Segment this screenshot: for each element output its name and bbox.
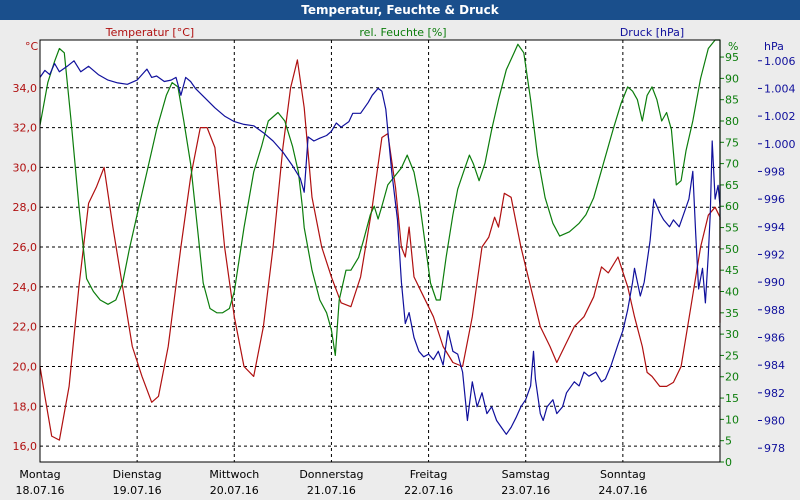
humidity-tick-label: 10 bbox=[725, 413, 739, 426]
humidity-axis-unit: % bbox=[728, 40, 738, 53]
temp-tick-label: 18,0 bbox=[13, 400, 38, 413]
humidity-tick-label: 40 bbox=[725, 285, 739, 298]
date-label: 18.07.16 bbox=[16, 484, 65, 497]
humidity-tick-label: 60 bbox=[725, 200, 739, 213]
chart-title: Temperatur, Feuchte & Druck bbox=[301, 3, 499, 17]
humidity-line bbox=[39, 39, 721, 356]
temp-tick-label: 32,0 bbox=[13, 122, 38, 135]
temp-axis-unit: °C bbox=[25, 40, 39, 53]
day-label: Donnerstag bbox=[299, 468, 363, 481]
legend-pressure: Druck [hPa] bbox=[620, 26, 684, 39]
humidity-tick-label: 50 bbox=[725, 243, 739, 256]
temp-tick-label: 34,0 bbox=[13, 82, 38, 95]
humidity-tick-label: 5 bbox=[725, 435, 732, 448]
plot-frame bbox=[39, 39, 721, 463]
pressure-tick-label: 1.000 bbox=[764, 138, 796, 151]
humidity-tick-label: 80 bbox=[725, 115, 739, 128]
date-label: 19.07.16 bbox=[113, 484, 162, 497]
humidity-tick-label: 90 bbox=[725, 72, 739, 85]
pressure-tick-label: 984 bbox=[764, 359, 785, 372]
humidity-tick-label: 45 bbox=[725, 264, 739, 277]
humidity-tick-label: 20 bbox=[725, 371, 739, 384]
day-label: Sonntag bbox=[600, 468, 646, 481]
pressure-line bbox=[39, 60, 721, 435]
date-label: 24.07.16 bbox=[598, 484, 647, 497]
humidity-tick-label: 15 bbox=[725, 392, 739, 405]
day-label: Mittwoch bbox=[209, 468, 259, 481]
pressure-tick-label: 1.002 bbox=[764, 110, 796, 123]
humidity-tick-label: 30 bbox=[725, 328, 739, 341]
date-label: 22.07.16 bbox=[404, 484, 453, 497]
pressure-axis-unit: hPa bbox=[764, 40, 784, 53]
temp-tick-label: 26,0 bbox=[13, 241, 38, 254]
pressure-tick-label: 990 bbox=[764, 276, 785, 289]
pressure-tick-label: 1.004 bbox=[764, 82, 796, 95]
pressure-tick-label: 1.006 bbox=[764, 55, 796, 68]
day-label: Montag bbox=[19, 468, 60, 481]
temp-tick-label: 22,0 bbox=[13, 321, 38, 334]
pressure-tick-label: 998 bbox=[764, 165, 785, 178]
date-label: 20.07.16 bbox=[210, 484, 259, 497]
pressure-tick-label: 980 bbox=[764, 414, 785, 427]
humidity-tick-label: 55 bbox=[725, 222, 739, 235]
pressure-tick-label: 982 bbox=[764, 387, 785, 400]
day-label: Samstag bbox=[502, 468, 550, 481]
humidity-tick-label: 70 bbox=[725, 158, 739, 171]
pressure-tick-label: 994 bbox=[764, 221, 785, 234]
temp-tick-label: 20,0 bbox=[13, 360, 38, 373]
pressure-tick-label: 986 bbox=[764, 331, 785, 344]
humidity-tick-label: 85 bbox=[725, 94, 739, 107]
humidity-tick-label: 0 bbox=[725, 456, 732, 469]
humidity-tick-label: 75 bbox=[725, 136, 739, 149]
pressure-tick-label: 978 bbox=[764, 442, 785, 455]
humidity-tick-label: 25 bbox=[725, 349, 739, 362]
humidity-tick-label: 35 bbox=[725, 307, 739, 320]
temp-tick-label: 30,0 bbox=[13, 161, 38, 174]
legend-humidity: rel. Feuchte [%] bbox=[359, 26, 446, 39]
day-label: Freitag bbox=[410, 468, 448, 481]
temp-tick-label: 28,0 bbox=[13, 201, 38, 214]
temp-tick-label: 24,0 bbox=[13, 281, 38, 294]
date-label: 23.07.16 bbox=[501, 484, 550, 497]
plot-area bbox=[40, 40, 720, 462]
temperature-line bbox=[39, 59, 721, 441]
pressure-tick-label: 988 bbox=[764, 304, 785, 317]
pressure-tick-label: 992 bbox=[764, 248, 785, 261]
day-label: Dienstag bbox=[113, 468, 162, 481]
pressure-tick-label: 996 bbox=[764, 193, 785, 206]
date-label: 21.07.16 bbox=[307, 484, 356, 497]
humidity-tick-label: 95 bbox=[725, 51, 739, 64]
legend-temperature: Temperatur [°C] bbox=[105, 26, 194, 39]
humidity-tick-label: 65 bbox=[725, 179, 739, 192]
title-bar bbox=[0, 0, 800, 20]
temp-tick-label: 16,0 bbox=[13, 440, 38, 453]
